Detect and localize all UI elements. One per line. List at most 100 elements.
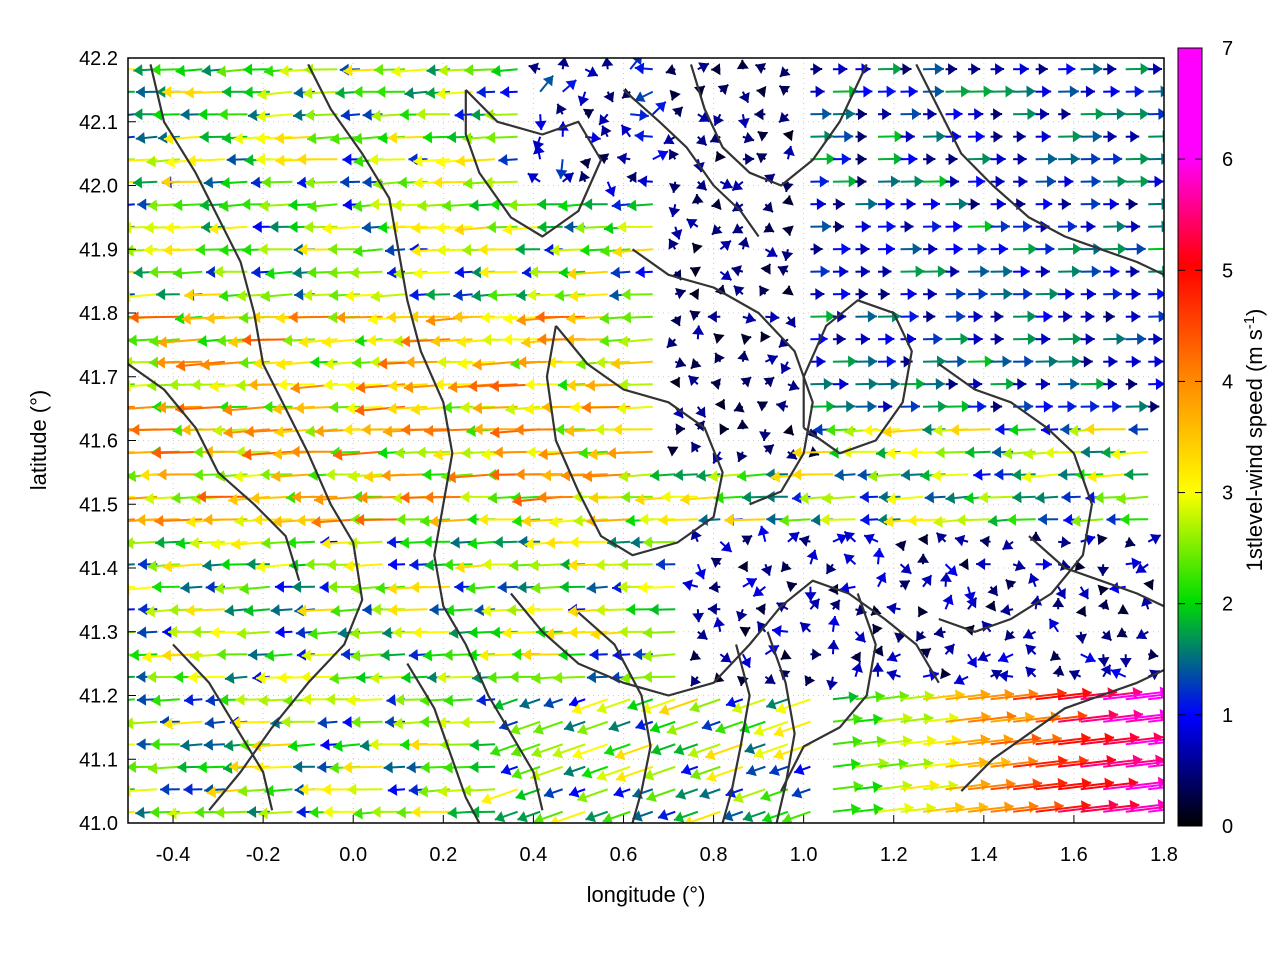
wind-vector-head bbox=[621, 288, 631, 301]
wind-vector-head bbox=[1071, 265, 1082, 278]
wind-vector-head bbox=[885, 333, 895, 346]
wind-vector-head bbox=[244, 425, 254, 438]
wind-vector-head bbox=[223, 739, 234, 752]
wind-vector-head bbox=[760, 565, 773, 576]
wind-vector-head bbox=[917, 553, 930, 563]
wind-vector-head bbox=[420, 761, 430, 774]
wind-vector-head bbox=[757, 525, 770, 537]
wind-vector-head bbox=[581, 401, 591, 414]
wind-vector-head bbox=[1092, 130, 1102, 143]
wind-vector-head bbox=[137, 198, 147, 211]
wind-vector-head bbox=[742, 810, 754, 823]
wind-vector-head bbox=[382, 425, 393, 438]
wind-vector-head bbox=[984, 220, 994, 233]
wind-vector-head bbox=[1071, 515, 1081, 528]
wind-vector-head bbox=[863, 424, 873, 437]
wind-vector-shaft bbox=[1148, 696, 1164, 701]
wind-vector-head bbox=[271, 470, 281, 483]
wind-vector-head bbox=[392, 199, 402, 212]
wind-vector-head bbox=[1111, 448, 1121, 461]
wind-vector-head bbox=[117, 604, 126, 616]
wind-vector-head bbox=[202, 559, 212, 572]
wind-vector-head bbox=[436, 244, 446, 257]
wind-vector-head bbox=[505, 403, 515, 416]
wind-vector-head bbox=[406, 761, 416, 774]
wind-vector-head bbox=[210, 626, 220, 639]
wind-vector-head bbox=[792, 446, 802, 459]
wind-vector-head bbox=[342, 761, 352, 774]
wind-vector-head bbox=[926, 310, 936, 323]
wind-vector-head bbox=[908, 85, 918, 98]
colorbar-tick-label: 6 bbox=[1222, 149, 1233, 171]
wind-vector-head bbox=[174, 312, 185, 325]
wind-vector-head bbox=[1080, 446, 1090, 459]
wind-vector-head bbox=[1136, 562, 1147, 573]
wind-vector-head bbox=[956, 288, 966, 301]
wind-vector-head bbox=[480, 311, 490, 324]
wind-vector-head bbox=[1124, 536, 1136, 548]
wind-vector-head bbox=[151, 446, 162, 459]
wind-vector-head bbox=[386, 694, 396, 707]
wind-vector-head bbox=[490, 468, 500, 481]
wind-vector-head bbox=[689, 288, 700, 301]
wind-vector-head bbox=[951, 734, 962, 747]
wind-vector-head bbox=[568, 626, 578, 639]
wind-vector-head bbox=[471, 289, 482, 302]
wind-vector-head bbox=[204, 716, 215, 729]
wind-vector-head bbox=[1022, 220, 1033, 233]
wind-vector-head bbox=[1000, 604, 1011, 616]
wind-vector-head bbox=[890, 175, 901, 188]
wind-vector-head bbox=[1006, 377, 1016, 390]
wind-vector-head bbox=[502, 223, 513, 236]
wind-vector-head bbox=[857, 468, 867, 481]
wind-vector-head bbox=[721, 178, 733, 190]
wind-vector-head bbox=[330, 132, 340, 145]
wind-vector-head bbox=[589, 491, 599, 504]
wind-vector-head bbox=[1113, 153, 1123, 166]
wind-vector-head bbox=[515, 243, 525, 256]
x-tick-label: 1.2 bbox=[880, 844, 908, 866]
wind-vector-head bbox=[1061, 198, 1071, 211]
wind-vector-head bbox=[949, 712, 959, 725]
wind-vector-head bbox=[557, 58, 570, 67]
wind-vector-head bbox=[995, 423, 1005, 436]
wind-vector-shaft bbox=[1148, 763, 1164, 768]
wind-vector-head bbox=[1205, 731, 1215, 743]
wind-vector-head bbox=[845, 107, 856, 120]
wind-vector-head bbox=[370, 356, 380, 369]
wind-vector-head bbox=[1084, 534, 1096, 546]
wind-vector-shaft bbox=[1103, 713, 1164, 723]
wind-vector-head bbox=[1043, 198, 1053, 211]
wind-vector-head bbox=[422, 535, 432, 548]
wind-vector-head bbox=[1120, 513, 1130, 526]
wind-vector-head bbox=[400, 335, 411, 348]
wind-vector-head bbox=[698, 111, 710, 122]
wind-vector-head bbox=[128, 290, 131, 303]
wind-vector-head bbox=[234, 515, 244, 528]
wind-vector-head bbox=[841, 288, 851, 301]
wind-vector-shaft bbox=[128, 203, 135, 206]
wind-vector-head bbox=[571, 703, 583, 715]
wind-vector-head bbox=[199, 199, 210, 212]
wind-vector-head bbox=[138, 603, 148, 616]
wind-vector-head bbox=[437, 356, 447, 369]
wind-vector-shaft bbox=[629, 58, 641, 70]
wind-vector-head bbox=[872, 624, 883, 635]
wind-vector-head bbox=[1109, 198, 1119, 211]
wind-vector-head bbox=[321, 783, 331, 796]
wind-vector-head bbox=[1003, 265, 1013, 278]
wind-vector-head bbox=[255, 671, 266, 684]
terrain-contour-line bbox=[577, 611, 652, 823]
wind-vector-head bbox=[912, 243, 922, 256]
wind-vector-shaft bbox=[128, 113, 135, 116]
wind-vector-head bbox=[133, 108, 143, 121]
wind-vector-head bbox=[228, 493, 238, 506]
wind-vector-head bbox=[392, 492, 403, 505]
wind-vector-head bbox=[376, 85, 386, 98]
wind-vector-head bbox=[412, 626, 422, 639]
wind-vector-head bbox=[233, 470, 244, 483]
wind-vector-head bbox=[835, 198, 845, 211]
wind-vector-head bbox=[850, 803, 861, 816]
wind-vector-head bbox=[993, 400, 1003, 413]
wind-vector-head bbox=[921, 575, 932, 586]
